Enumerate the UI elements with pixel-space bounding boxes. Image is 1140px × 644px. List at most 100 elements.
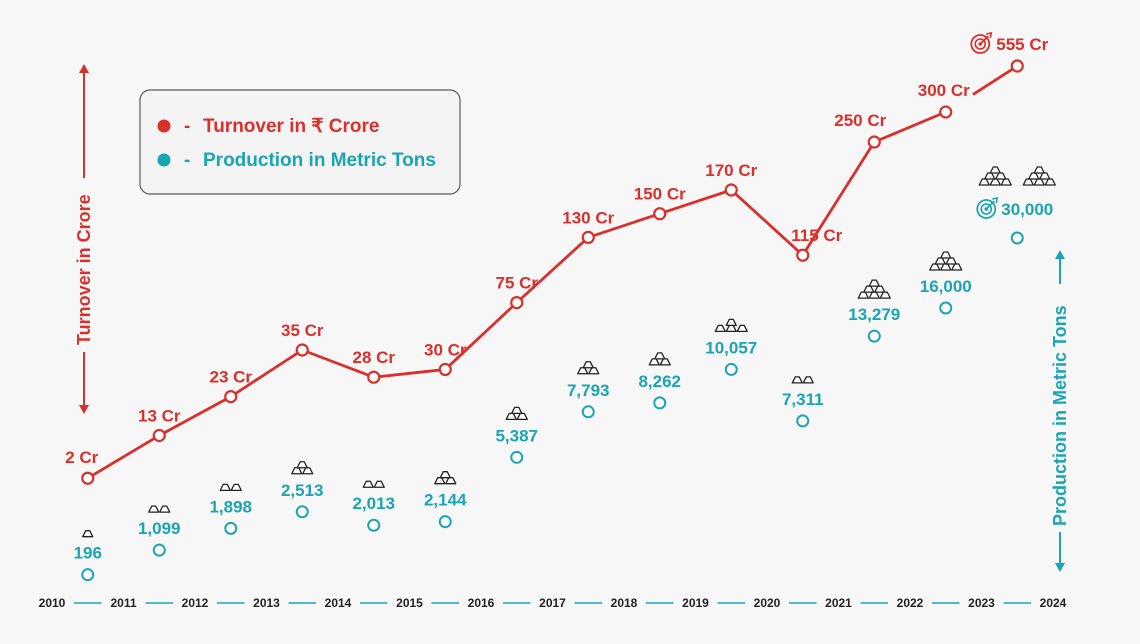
legend-production-marker [157,153,171,167]
production-point [653,396,667,410]
production-point [367,518,381,532]
ingot-bar-icon [940,263,952,271]
ingot-bar-icon [978,178,990,186]
turnover-point [367,370,381,384]
ingot-bar-icon [296,461,308,469]
turnover-label: 23 Cr [209,368,252,387]
production-label: 2,013 [352,494,395,513]
ingot-bar-icon [445,477,457,485]
ingot-bar-icon [868,291,880,299]
ingot-bar-icon [302,467,314,475]
turnover-label: 130 Cr [562,208,614,227]
target-icon [976,196,999,219]
production-label: 1,099 [138,519,181,538]
ingot-bar-icon [874,285,886,293]
gold-bars-icon [929,251,963,271]
target-ring [980,203,993,215]
turnover-label: 13 Cr [138,406,181,425]
production-label: 10,057 [705,338,757,357]
ingot-bar-icon [951,263,963,271]
turnover-label: 300 Cr [918,81,970,100]
production-point [724,362,738,376]
year-label: 2015 [396,596,423,610]
year-label: 2016 [468,596,495,610]
ingot-bar-icon [159,505,171,513]
target-icon [970,31,993,54]
left-axis: Turnover in Crore [74,64,94,414]
ingot-bar-icon [802,376,814,384]
production-label: 7,311 [782,390,824,409]
arrow-up-icon [79,64,89,73]
ingot-bar-icon [82,530,94,538]
arrow-up-icon [1055,250,1065,259]
turnover-point [295,343,309,357]
ingot-bar-icon [725,324,737,333]
production-point [224,521,238,535]
turnover-point [724,183,738,197]
target-arrow [985,200,995,210]
legend-production-label: Production in Metric Tons [203,150,436,171]
ingot-bar-icon [984,172,996,180]
gold-bars-icon [577,361,600,375]
ingot-bar-icon [219,483,231,492]
ingot-bar-icon [577,367,589,375]
legend-turnover-label: Turnover in ₹ Crore [203,116,379,137]
production-label: 16,000 [920,277,972,296]
production-label: 7,793 [567,381,610,400]
year-label: 2017 [539,596,566,610]
gold-bars-icon [219,483,242,492]
production-series: 196 1,099 1,898 2,513 2,013 2,144 5,387 7,793 8,… [74,166,1056,596]
right-axis-title: Production in Metric Tons [1050,305,1070,526]
production-point [796,414,810,428]
ingot-bar-icon [516,412,528,420]
year-label: 2021 [825,596,852,610]
production-label: 13,279 [848,305,900,324]
gold-bars-icon [791,376,814,384]
year-label: 2014 [325,596,352,610]
left-axis-title: Turnover in Crore [74,194,94,345]
turnover-label: 75 Cr [495,274,538,293]
turnover-series: 2 Cr 13 Cr 23 Cr 35 Cr 28 Cr 30 Cr 75 Cr 130 Cr… [65,31,1049,500]
year-label: 2011 [110,596,136,610]
gold-bars-icon [714,318,748,333]
ingot-bar-icon [505,412,517,420]
target-arrow-head [992,196,999,204]
production-point [581,405,595,419]
legend: - Turnover in ₹ Crore - Production in Me… [139,89,461,195]
ingot-bar-icon [868,279,880,287]
ingot-bar-icon [1022,178,1034,186]
turnover-point [1010,59,1024,73]
year-label: 2013 [253,596,280,610]
production-point [510,450,524,464]
ingot-bar-icon [291,467,303,475]
production-point [295,505,309,519]
production-point [81,568,95,582]
production-point [867,329,881,343]
gold-bars-icon [362,480,385,488]
gold-bars-icon [978,166,1056,186]
turnover-point [867,135,881,149]
target-arrow-head [986,31,993,39]
turnover-point [152,428,166,443]
gold-bars-icon [857,279,891,299]
turnover-line-projection [972,64,1019,96]
year-label: 2020 [754,596,781,610]
ingot-bar-icon [989,178,1001,186]
turnover-point [438,362,452,377]
gold-bars-icon [434,471,457,485]
legend-production-dash: - [184,150,190,171]
ingot-bar-icon [863,285,875,293]
production-point [152,543,166,557]
ingot-bar-icon [989,166,1001,174]
production-label: 30,000 [1001,200,1053,219]
year-timeline: 2010 2011 2012 2013 2014 2015 2016 2017 2018 2019… [39,596,1067,610]
gold-bars-icon [648,352,671,366]
turnover-label: 555 Cr [996,35,1048,54]
ingot-bar-icon [714,324,726,333]
gold-bars-icon [291,461,314,475]
target-arrow [979,35,989,45]
year-label: 2010 [39,596,66,610]
production-point [1010,231,1024,245]
target-ring [970,34,991,54]
